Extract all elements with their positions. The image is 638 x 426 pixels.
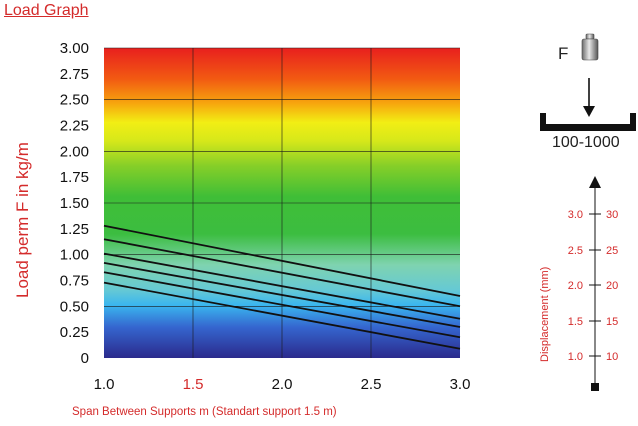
y-tick-labels: 0 0.25 0.50 0.75 1.00 1.25 1.50 1.75 2.00 2.25 2.5…: [60, 40, 89, 367]
scale-tick-label-left: 3.0: [568, 209, 583, 221]
load-chart: 0 0.25 0.50 0.75 1.00 1.25 1.50 1.75 2.00 2.25 2.5…: [60, 40, 471, 393]
scale-tick-label-right: 30: [606, 209, 618, 221]
y-tick-label: 2.75: [60, 66, 89, 83]
load-range-label: 100-1000: [552, 134, 620, 151]
x-tick-label: 2.5: [361, 376, 382, 393]
x-tick-label: 2.0: [272, 376, 293, 393]
page-title: Load Graph: [4, 2, 89, 19]
series-lines: [103, 224, 461, 350]
displacement-panel: F 100-1000 3.0 30 2.5 25 2.0 20 1.5 15 1.0 10 Dis…: [520, 30, 638, 400]
y-axis-label: Load perm F in kg/m: [13, 142, 32, 298]
scale-tick-label-right: 25: [606, 245, 618, 257]
grid-lines: [104, 47, 460, 358]
x-tick-label: 1.5: [183, 376, 204, 393]
y-tick-label: 2.00: [60, 143, 89, 160]
y-tick-label: 1.50: [60, 195, 89, 212]
y-tick-label: 3.00: [60, 40, 89, 57]
displacement-axis-label: Displacement (mm): [539, 266, 551, 362]
scale-tick-label-left: 2.5: [568, 245, 583, 257]
scale-ticks: 3.0 30 2.5 25 2.0 20 1.5 15 1.0 10: [568, 209, 619, 363]
scale-tick-label-right: 10: [606, 351, 618, 363]
series-line: [103, 224, 461, 297]
x-tick-label: 1.0: [94, 376, 115, 393]
y-tick-label: 1.25: [60, 221, 89, 238]
support-beam-icon: [540, 113, 636, 131]
scale-tick-label-left: 2.0: [568, 280, 583, 292]
scale-tick-label-left: 1.0: [568, 351, 583, 363]
scale-tick-label-left: 1.5: [568, 316, 583, 328]
y-tick-label: 0.25: [60, 324, 89, 341]
series-line: [103, 281, 461, 350]
y-tick-label: 1.75: [60, 169, 89, 186]
series-line: [103, 252, 461, 320]
x-tick-label: 3.0: [450, 376, 471, 393]
series-line: [103, 271, 461, 339]
scale-base-marker: [591, 383, 599, 391]
y-tick-label: 0.50: [60, 298, 89, 315]
x-tick-labels: 1.0 1.5 2.0 2.5 3.0: [94, 376, 471, 393]
scale-tick-label-right: 20: [606, 280, 618, 292]
scale-tick-label-right: 15: [606, 316, 618, 328]
x-axis-label: Span Between Supports m (Standart suppor…: [72, 406, 337, 418]
series-line: [103, 262, 461, 328]
displacement-scale: 3.0 30 2.5 25 2.0 20 1.5 15 1.0 10: [568, 176, 619, 391]
y-tick-label: 0: [81, 350, 89, 367]
weight-icon: [581, 33, 599, 61]
series-line: [103, 238, 461, 308]
y-tick-label: 2.25: [60, 118, 89, 135]
y-tick-label: 0.75: [60, 273, 89, 290]
force-label: F: [558, 44, 569, 63]
y-tick-label: 1.00: [60, 247, 89, 264]
down-arrow-icon: [583, 78, 595, 117]
y-tick-label: 2.50: [60, 92, 89, 109]
scale-arrow-head: [589, 176, 601, 188]
